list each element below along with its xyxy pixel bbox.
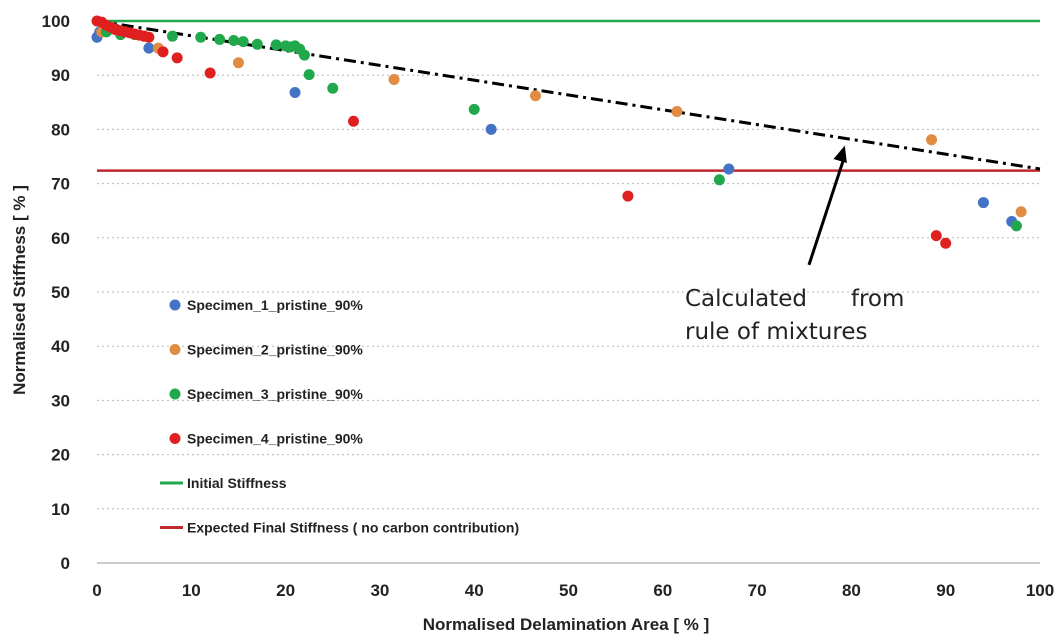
point-s4-15 — [204, 67, 216, 79]
point-s1-8 — [723, 163, 735, 175]
legend-label-1: Specimen_1_pristine_90% — [187, 297, 363, 313]
point-s3-7 — [214, 33, 226, 45]
point-s3-6 — [195, 31, 207, 43]
legend-marker-2 — [169, 344, 181, 355]
legend: Specimen_1_pristine_90% Specimen_2_pristi… — [160, 297, 519, 536]
annotation-arrow-shaft — [807, 155, 847, 266]
y-tick-label-20: 20 — [51, 446, 70, 465]
point-s1-5 — [143, 42, 155, 54]
y-axis-title: Normalised Stiffness [ % ] — [10, 185, 29, 395]
point-s3-21 — [1010, 220, 1022, 232]
x-tick-label-90: 90 — [936, 581, 955, 600]
x-tick-label-80: 80 — [842, 581, 861, 600]
point-s1-7 — [485, 123, 497, 135]
y-tick-label-90: 90 — [51, 66, 70, 85]
point-s1-6 — [289, 87, 301, 99]
y-tick-label-50: 50 — [51, 283, 70, 302]
x-tick-label-0: 0 — [92, 581, 101, 600]
point-s4-13 — [157, 46, 169, 58]
point-s1-9 — [977, 197, 989, 209]
point-s3-8 — [228, 35, 240, 47]
y-tick-label-10: 10 — [51, 500, 70, 519]
point-s3-19 — [468, 103, 480, 115]
point-s3-10 — [251, 38, 263, 50]
x-tick-label-30: 30 — [370, 581, 389, 600]
point-s3-17 — [303, 69, 315, 81]
legend-label-2: Specimen_2_pristine_90% — [187, 342, 363, 358]
annotation-line-1: Calculated from — [685, 286, 904, 312]
data-points — [91, 15, 1027, 249]
point-s3-9 — [237, 36, 249, 48]
y-tick-label-60: 60 — [51, 229, 70, 248]
point-s4-19 — [940, 237, 952, 249]
axes: Normalised Delamination Area [ % ] Norma… — [10, 12, 1054, 634]
point-s2-7 — [529, 90, 541, 102]
point-s3-5 — [166, 30, 178, 42]
y-tick-label-100: 100 — [42, 12, 70, 31]
point-s4-17 — [622, 190, 634, 202]
y-tick-label-0: 0 — [61, 554, 70, 573]
point-s4-18 — [930, 230, 942, 242]
point-s3-16 — [298, 49, 310, 61]
point-s2-9 — [926, 134, 938, 146]
legend-label-3: Specimen_3_pristine_90% — [187, 386, 363, 402]
point-s4-16 — [347, 115, 359, 127]
annotation-arrow-head — [833, 145, 847, 163]
x-tick-label-10: 10 — [182, 581, 201, 600]
x-tick-label-70: 70 — [748, 581, 767, 600]
legend-label-4: Specimen_4_pristine_90% — [187, 431, 363, 447]
x-tick-label-40: 40 — [465, 581, 484, 600]
x-tick-label-100: 100 — [1026, 581, 1054, 600]
x-tick-label-50: 50 — [559, 581, 578, 600]
point-s2-8 — [671, 106, 683, 118]
point-s4-14 — [171, 52, 183, 64]
y-tick-label-40: 40 — [51, 337, 70, 356]
point-s3-18 — [327, 82, 339, 94]
point-s4-12 — [143, 31, 155, 43]
legend-marker-1 — [169, 299, 181, 311]
legend-marker-4 — [169, 433, 181, 444]
legend-marker-3 — [169, 388, 181, 400]
y-tick-label-30: 30 — [51, 391, 70, 410]
x-tick-label-20: 20 — [276, 581, 295, 600]
annotation: Calculated from rule of mixtures — [685, 145, 904, 345]
y-tick-label-70: 70 — [51, 175, 70, 194]
point-s3-11 — [270, 39, 282, 51]
point-s2-6 — [388, 74, 400, 86]
point-s2-10 — [1015, 206, 1027, 218]
point-s3-20 — [713, 174, 725, 186]
x-tick-label-60: 60 — [653, 581, 672, 600]
legend-label-6: Expected Final Stiffness ( no carbon con… — [187, 520, 519, 536]
y-tick-label-80: 80 — [51, 120, 70, 139]
point-s2-5 — [232, 57, 244, 69]
x-axis-title: Normalised Delamination Area [ % ] — [423, 615, 710, 634]
legend-label-5: Initial Stiffness — [187, 475, 287, 491]
annotation-line-2: rule of mixtures — [685, 319, 867, 345]
